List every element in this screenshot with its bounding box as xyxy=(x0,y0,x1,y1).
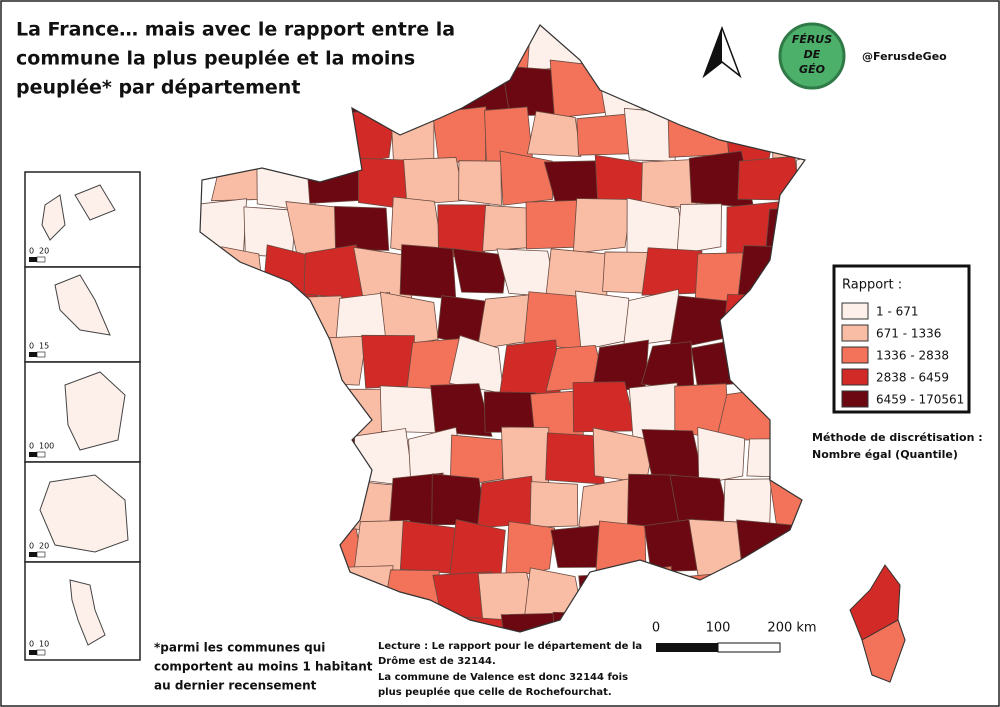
inset-scale-label: 0 xyxy=(29,342,34,351)
department xyxy=(361,334,415,389)
scale-label: 100 xyxy=(706,621,731,636)
legend-label: 1 - 671 xyxy=(876,305,919,319)
title: La France… mais avec le rapport entre la xyxy=(16,19,455,41)
legend-swatch xyxy=(841,368,869,386)
legend-swatch xyxy=(841,390,869,408)
inset-scale-label: 15 xyxy=(39,342,49,351)
department xyxy=(525,199,579,250)
inset-scale-label: 0 xyxy=(29,542,34,551)
department xyxy=(529,481,579,528)
reading-note: Lecture : Le rapport pour le département… xyxy=(378,640,642,652)
handle: @FerusdeGeo xyxy=(862,50,947,63)
department xyxy=(452,248,508,294)
inset-scale-label: 20 xyxy=(39,542,49,551)
logo-text: GÉO xyxy=(799,63,825,76)
logo-text: DE xyxy=(804,48,821,61)
inset-scale xyxy=(29,257,37,262)
scale-label: 0 xyxy=(652,621,660,636)
inset-shape xyxy=(69,579,106,646)
legend-swatch xyxy=(841,302,869,320)
legend-label: 1336 - 2838 xyxy=(876,349,949,363)
reading-note: plus peuplée que celle de Rochefourchat. xyxy=(378,686,612,698)
inset-shape xyxy=(54,274,111,336)
department xyxy=(505,521,555,580)
legend-label: 2838 - 6459 xyxy=(876,371,949,385)
department xyxy=(641,247,703,296)
department xyxy=(477,475,534,529)
department xyxy=(526,110,582,157)
inset-shape xyxy=(39,474,129,553)
department xyxy=(550,524,602,568)
inset-scale-label: 100 xyxy=(39,442,54,451)
logo xyxy=(778,22,846,90)
scale-bar xyxy=(656,643,718,652)
inset-scale xyxy=(36,451,46,458)
reading-note: La commune de Valence est donc 32144 foi… xyxy=(378,672,628,683)
department xyxy=(575,290,632,351)
inset-shape xyxy=(41,184,116,241)
inset-scale-label: 20 xyxy=(39,247,49,256)
department xyxy=(697,426,746,485)
title: peuplée* par département xyxy=(16,77,300,99)
department xyxy=(399,244,457,300)
inset-scale xyxy=(29,650,37,655)
inset-scale xyxy=(36,551,46,558)
inset-scale xyxy=(36,256,46,263)
department xyxy=(576,113,634,156)
department xyxy=(572,198,633,254)
inset-scale xyxy=(29,552,37,557)
method: Méthode de discrétisation : xyxy=(812,431,983,444)
department xyxy=(403,157,465,206)
title: commune la plus peuplée et la moins xyxy=(16,48,415,70)
inset-scale xyxy=(29,352,37,357)
legend-swatch xyxy=(841,324,869,342)
scale-bar xyxy=(717,642,781,653)
legend-title: Rapport : xyxy=(842,278,902,293)
department xyxy=(499,150,553,206)
north-arrow-half xyxy=(704,28,722,76)
inset-scale-label: 0 xyxy=(29,442,34,451)
inset-shape xyxy=(64,371,126,451)
logo-text: FÉRUS xyxy=(792,33,832,46)
department xyxy=(676,203,722,255)
legend-label: 6459 - 170561 xyxy=(876,393,964,407)
department xyxy=(334,206,390,251)
corsica-south xyxy=(861,619,906,683)
department xyxy=(449,519,506,578)
inset-scale-label: 10 xyxy=(39,640,49,649)
department xyxy=(449,434,504,488)
legend-label: 671 - 1336 xyxy=(876,327,941,341)
inset-scale xyxy=(29,452,37,457)
department xyxy=(379,291,439,348)
inset-scale xyxy=(36,351,46,358)
reading-note: Drôme est de 32144. xyxy=(378,655,496,667)
footnote: *parmi les communes qui xyxy=(154,641,325,655)
inset-scale-label: 0 xyxy=(29,640,34,649)
footnote: comportent au moins 1 habitant xyxy=(154,660,373,674)
footnote: au dernier recensement xyxy=(154,679,317,693)
department xyxy=(430,383,493,437)
legend-swatch xyxy=(841,346,869,364)
inset-scale xyxy=(36,649,46,656)
method: Nombre égal (Quantile) xyxy=(812,448,958,461)
department xyxy=(458,160,502,206)
inset-scale-label: 0 xyxy=(29,247,34,256)
scale-label: 200 km xyxy=(767,621,816,636)
